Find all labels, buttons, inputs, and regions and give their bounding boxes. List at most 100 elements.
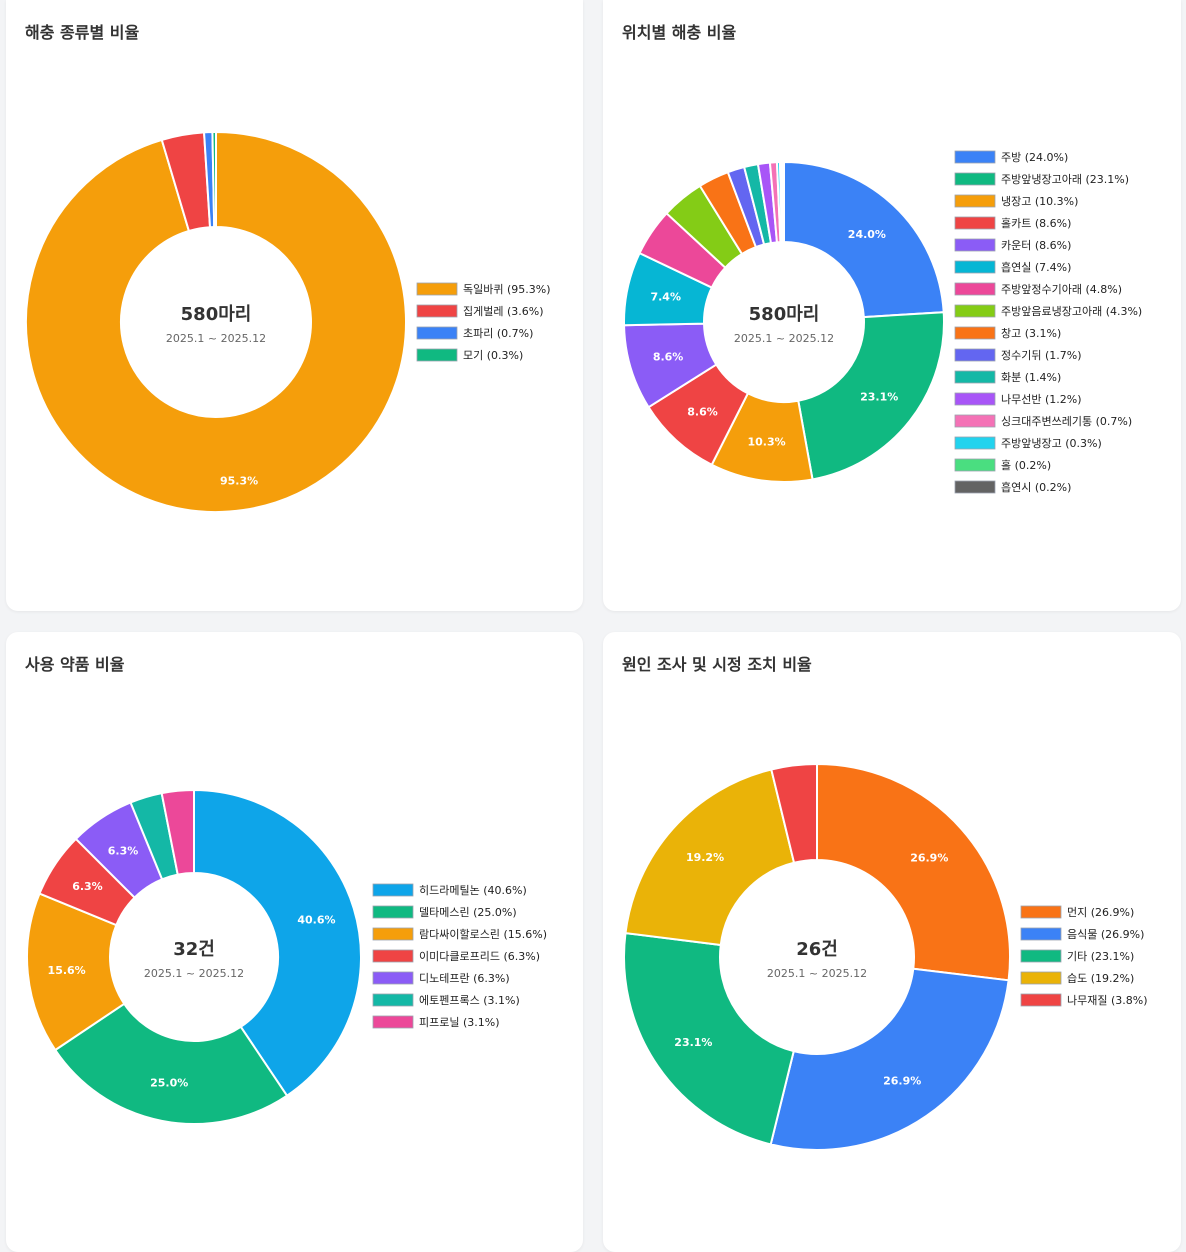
legend-swatch[interactable]	[1020, 971, 1062, 985]
slice-percentage-label: 26.9%	[910, 852, 948, 865]
pie-slice[interactable]	[53, 1002, 289, 1125]
legend-swatch[interactable]	[416, 348, 458, 362]
legend-label: 이미다클로프리드 (6.3%)	[419, 950, 540, 963]
legend-label: 히드라메틸논 (40.6%)	[419, 883, 527, 897]
legend-swatch[interactable]	[954, 414, 996, 428]
pest-type-donut-chart: 독일바퀴 (95.3%) 집게벌레 (3.6%) 초파리 (0.7%) 모기 (0.3…	[25, 130, 551, 513]
pie-slice[interactable]	[770, 762, 818, 864]
legend-label: 초파리 (0.7%)	[463, 327, 533, 340]
legend-label: 화분 (1.4%)	[1001, 371, 1061, 384]
card-title: 원인 조사 및 시정 조치 비율	[622, 655, 812, 674]
legend-swatch[interactable]	[954, 150, 996, 164]
slice-percentage-label: 15.6%	[48, 964, 86, 977]
legend-swatch[interactable]	[954, 480, 996, 494]
slice-percentage-label: 7.4%	[650, 291, 681, 304]
center-period-range: 2025.1 ~ 2025.12	[734, 332, 834, 345]
pie-slice[interactable]	[25, 130, 407, 513]
legend-label: 주방앞음료냉장고아래 (4.3%)	[1001, 305, 1142, 318]
pie-slice[interactable]	[797, 311, 945, 481]
pie-slice[interactable]	[211, 130, 217, 229]
slice-percentage-label: 25.0%	[150, 1077, 188, 1090]
legend-swatch[interactable]	[954, 392, 996, 406]
pie-slice[interactable]	[783, 160, 945, 319]
cause-donut-chart: 먼지 (26.9%) 음식물 (26.9%) 기타 (23.1%) 습도 (19.2%…	[623, 762, 1148, 1151]
slice-percentage-label: 8.6%	[687, 405, 718, 418]
legend-swatch[interactable]	[954, 304, 996, 318]
pie-slice[interactable]	[623, 931, 795, 1146]
legend-swatch[interactable]	[954, 238, 996, 252]
card-title: 해충 종류별 비율	[25, 23, 140, 42]
legend-swatch[interactable]	[954, 370, 996, 384]
legend-label: 피프로닐 (3.1%)	[419, 1016, 500, 1029]
legend-swatch[interactable]	[372, 1015, 414, 1029]
legend-swatch[interactable]	[954, 172, 996, 186]
pie-slice[interactable]	[193, 788, 362, 1098]
legend-swatch[interactable]	[372, 905, 414, 919]
legend-swatch[interactable]	[954, 348, 996, 362]
legend-swatch[interactable]	[372, 993, 414, 1007]
pie-slice[interactable]	[624, 768, 796, 947]
card-title: 위치별 해충 비율	[622, 23, 737, 42]
slice-percentage-label: 23.1%	[860, 391, 898, 404]
legend-label: 나무재질 (3.8%)	[1067, 994, 1148, 1007]
slice-percentage-label: 40.6%	[297, 914, 335, 927]
pie-slice[interactable]	[816, 762, 1011, 982]
legend-swatch[interactable]	[1020, 949, 1062, 963]
slice-percentage-label: 24.0%	[848, 228, 886, 241]
slice-percentage-label: 6.3%	[108, 844, 139, 857]
center-period-range: 2025.1 ~ 2025.12	[144, 967, 244, 980]
pie-slice[interactable]	[26, 892, 126, 1052]
pie-slice[interactable]	[769, 967, 1010, 1151]
pie-slice[interactable]	[160, 788, 195, 876]
legend-label: 람다싸이할로스린 (15.6%)	[419, 928, 547, 941]
legend-label: 집게벌레 (3.6%)	[463, 305, 544, 318]
legend-swatch[interactable]	[372, 971, 414, 985]
legend-swatch[interactable]	[372, 883, 414, 897]
legend-swatch[interactable]	[372, 927, 414, 941]
center-total-count: 26건	[796, 939, 838, 960]
legend-swatch[interactable]	[954, 194, 996, 208]
legend-swatch[interactable]	[954, 436, 996, 450]
legend-label: 음식물 (26.9%)	[1067, 928, 1144, 941]
legend-label: 주방앞정수기아래 (4.8%)	[1001, 283, 1122, 296]
cause-chart-card: 원인 조사 및 시정 조치 비율 먼지 (26.9%) 음식물 (26.9%) 기타…	[603, 632, 1181, 1252]
legend-label: 흡연실 (7.4%)	[1001, 260, 1071, 274]
card-title: 사용 약품 비율	[25, 655, 125, 674]
legend-label: 모기 (0.3%)	[463, 349, 523, 362]
pie-slice[interactable]	[780, 160, 785, 244]
legend-swatch[interactable]	[954, 260, 996, 274]
legend-swatch[interactable]	[954, 282, 996, 296]
legend-label: 기타 (23.1%)	[1067, 950, 1134, 963]
slice-percentage-label: 19.2%	[686, 851, 724, 864]
slice-percentage-label: 8.6%	[653, 351, 684, 364]
legend-label: 홀카트 (8.6%)	[1001, 217, 1071, 230]
center-period-range: 2025.1 ~ 2025.12	[767, 967, 867, 980]
legend-label: 습도 (19.2%)	[1067, 972, 1134, 985]
legend-swatch[interactable]	[1020, 927, 1062, 941]
legend-swatch[interactable]	[1020, 905, 1062, 919]
legend-swatch[interactable]	[416, 326, 458, 340]
legend-label: 디노테프란 (6.3%)	[419, 972, 510, 985]
legend-label: 싱크대주변쓰레기통 (0.7%)	[1001, 415, 1132, 428]
location-donut-chart: 주방 (24.0%) 주방앞냉장고아래 (23.1%) 냉장고 (10.3%) 홀카트…	[623, 150, 1142, 494]
slice-percentage-label: 23.1%	[674, 1036, 712, 1049]
legend-label: 독일바퀴 (95.3%)	[463, 282, 551, 296]
legend-swatch[interactable]	[954, 326, 996, 340]
legend-label: 주방 (24.0%)	[1001, 151, 1068, 164]
legend-label: 주방앞냉장고 (0.3%)	[1001, 437, 1102, 450]
slice-percentage-label: 10.3%	[747, 436, 785, 449]
legend-label: 델타메스린 (25.0%)	[419, 906, 517, 919]
legend-swatch[interactable]	[372, 949, 414, 963]
slice-percentage-label: 95.3%	[220, 474, 258, 487]
legend-swatch[interactable]	[1020, 993, 1062, 1007]
center-total-count: 32건	[173, 939, 215, 960]
center-total-count: 580마리	[181, 304, 252, 325]
legend-swatch[interactable]	[416, 304, 458, 318]
legend-label: 창고 (3.1%)	[1001, 327, 1061, 340]
legend-swatch[interactable]	[416, 282, 458, 296]
legend-label: 홀 (0.2%)	[1001, 459, 1051, 472]
legend-swatch[interactable]	[954, 216, 996, 230]
legend-swatch[interactable]	[954, 458, 996, 472]
slice-percentage-label: 26.9%	[883, 1074, 921, 1087]
legend-label: 에토펜프록스 (3.1%)	[419, 994, 520, 1007]
